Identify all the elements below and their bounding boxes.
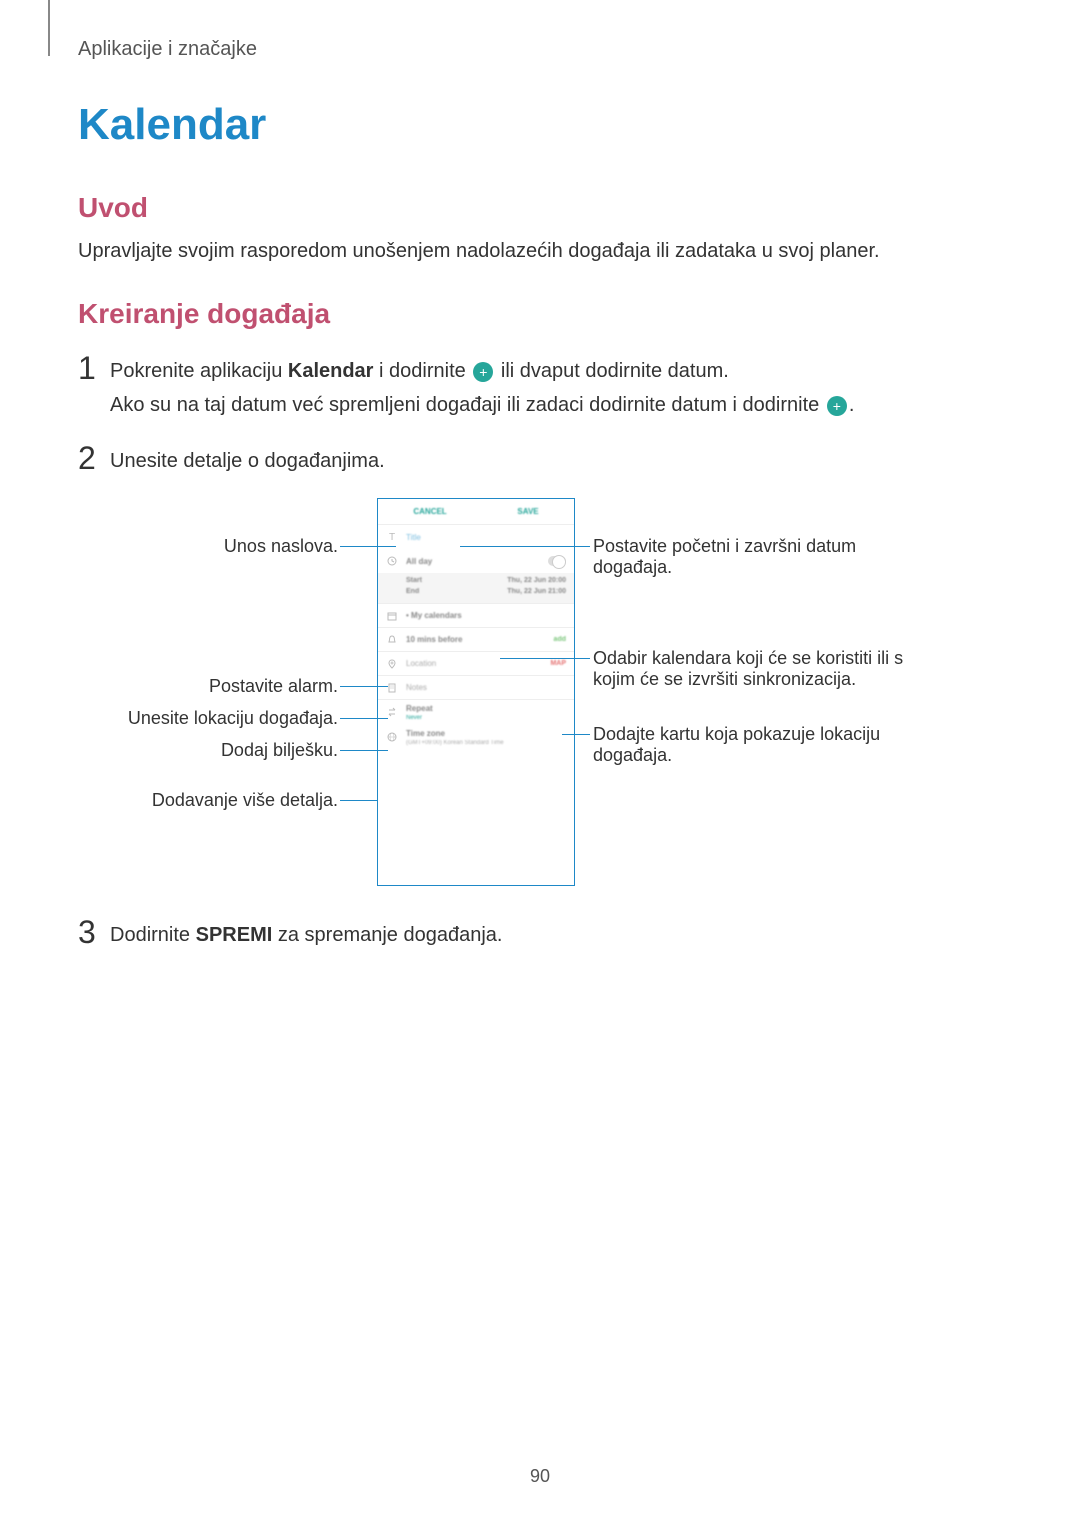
page-title: Kalendar	[78, 100, 266, 150]
mock-timezone-row: Time zone (GMT+09:00) Korean Standard Ti…	[378, 725, 574, 750]
callout-dates: Postavite početni i završni datum događa…	[593, 536, 913, 578]
step-1-bold: Kalendar	[288, 360, 374, 382]
step-1-line-2: Ako su na taj datum već spremljeni događ…	[110, 394, 854, 417]
callout-line	[340, 546, 396, 547]
mock-notes-label: Notes	[406, 683, 427, 692]
mock-location-badge: MAP	[550, 660, 566, 667]
section-heading-kreiranje: Kreiranje događaja	[78, 298, 330, 330]
step-3-pre: Dodirnite	[110, 924, 196, 946]
pin-icon	[386, 658, 398, 670]
mock-repeat-label: Repeat	[406, 704, 433, 713]
mock-timezone-label: Time zone	[406, 729, 445, 738]
mock-allday-label: All day	[406, 557, 432, 566]
uvod-paragraph: Upravljajte svojim rasporedom unošenjem …	[78, 240, 880, 263]
mock-repeat-row: Repeat Never	[378, 699, 574, 725]
section-heading-uvod: Uvod	[78, 192, 148, 224]
step-1-line-1: Pokrenite aplikaciju Kalendar i dodirnit…	[110, 360, 729, 383]
step-2-text: Unesite detalje o događanjima.	[110, 450, 385, 473]
callout-line	[340, 750, 388, 751]
callout-line	[340, 800, 377, 801]
callout-note: Dodaj bilješku.	[78, 740, 338, 761]
mock-title-field: Title	[406, 533, 421, 542]
repeat-icon	[386, 706, 398, 718]
note-icon	[386, 682, 398, 694]
mock-reminder-row: 10 mins before add	[378, 627, 574, 651]
mock-end-label: End	[406, 588, 419, 595]
mock-location-row: Location MAP	[378, 651, 574, 675]
mock-calendar-label: • My calendars	[406, 611, 462, 620]
step-1-post: ili dvaput dodirnite datum.	[495, 360, 728, 382]
mock-start-value: Thu, 22 Jun 20:00	[507, 577, 566, 584]
step-number-2: 2	[78, 440, 106, 477]
event-editor-mock: CANCEL SAVE T Title All day Start Thu, 2…	[377, 498, 575, 886]
mock-repeat-value: Never	[406, 715, 422, 721]
step-1-pre: Pokrenite aplikaciju	[110, 360, 288, 382]
mock-reminder-badge: add	[554, 636, 566, 643]
callout-line	[460, 546, 590, 547]
step-number-1: 1	[78, 350, 106, 387]
mock-timezone-value: (GMT+09:00) Korean Standard Time	[406, 740, 504, 746]
globe-icon	[386, 731, 398, 743]
callout-line	[562, 734, 590, 735]
step-3-bold: SPREMI	[196, 924, 273, 946]
callout-title: Unos naslova.	[78, 536, 338, 557]
step-1-line2-post: .	[849, 394, 855, 416]
callout-line	[340, 686, 388, 687]
step-1-mid: i dodirnite	[373, 360, 471, 382]
step-3-post: za spremanje događanja.	[272, 924, 502, 946]
mock-reminder-label: 10 mins before	[406, 635, 462, 644]
mock-location-label: Location	[406, 659, 436, 668]
calendar-icon	[386, 610, 398, 622]
mock-end-row: End Thu, 22 Jun 21:00	[406, 586, 566, 597]
step-3-text: Dodirnite SPREMI za spremanje događanja.	[110, 924, 502, 947]
mock-start-label: Start	[406, 577, 422, 584]
callout-more: Dodavanje više detalja.	[78, 790, 338, 811]
callout-alarm: Postavite alarm.	[78, 676, 338, 697]
clock-icon	[386, 555, 398, 567]
plus-icon: +	[473, 362, 493, 382]
plus-icon: +	[827, 396, 847, 416]
mock-cancel-button: CANCEL	[413, 507, 446, 516]
mock-allday-row: All day	[378, 549, 574, 573]
mock-calendar-row: • My calendars	[378, 603, 574, 627]
page-number: 90	[0, 1466, 1080, 1487]
callout-map: Dodajte kartu koja pokazuje lokaciju dog…	[593, 724, 913, 766]
header-breadcrumb: Aplikacije i značajke	[78, 38, 257, 61]
mock-allday-toggle	[548, 556, 566, 566]
callout-line	[340, 718, 388, 719]
step-number-3: 3	[78, 914, 106, 951]
step-1-line2-pre: Ako su na taj datum već spremljeni događ…	[110, 394, 825, 416]
mock-start-row: Start Thu, 22 Jun 20:00	[406, 575, 566, 586]
mock-notes-row: Notes	[378, 675, 574, 699]
bell-icon	[386, 634, 398, 646]
mock-dates-block: Start Thu, 22 Jun 20:00 End Thu, 22 Jun …	[378, 573, 574, 603]
mock-end-value: Thu, 22 Jun 21:00	[507, 588, 566, 595]
callout-location: Unesite lokaciju događaja.	[78, 708, 338, 729]
mock-save-button: SAVE	[517, 507, 538, 516]
page-border-mark	[48, 0, 50, 56]
callout-line	[500, 658, 590, 659]
title-icon: T	[386, 531, 398, 543]
callout-calendar: Odabir kalendara koji će se koristiti il…	[593, 648, 913, 690]
mock-topbar: CANCEL SAVE	[378, 499, 574, 525]
